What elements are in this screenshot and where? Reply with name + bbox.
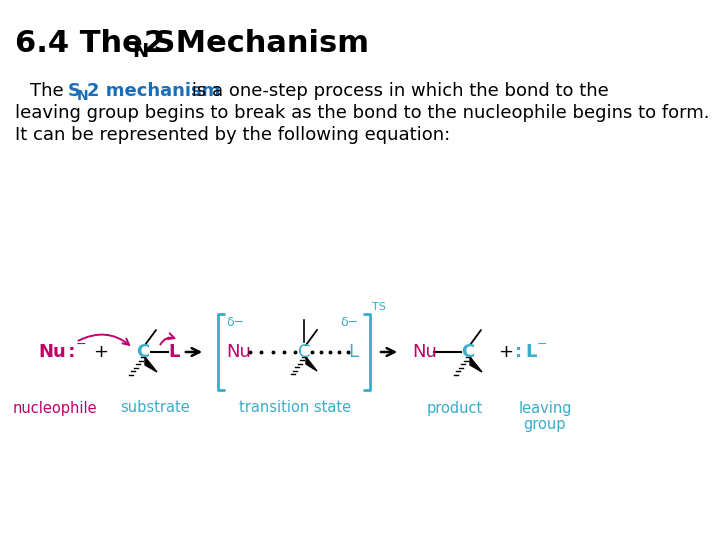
Text: nucleophile: nucleophile [13,401,97,415]
Text: 2 Mechanism: 2 Mechanism [144,29,369,58]
Text: group: group [523,417,566,433]
Text: leaving: leaving [518,401,572,415]
Text: L: L [168,343,179,361]
Text: δ−: δ− [226,315,244,328]
Text: It can be represented by the following equation:: It can be represented by the following e… [15,126,450,144]
Text: N: N [77,89,89,103]
Text: C: C [136,343,150,361]
Text: is a one-step process in which the bond to the: is a one-step process in which the bond … [186,82,608,100]
Polygon shape [306,357,317,371]
Text: The: The [30,82,69,100]
Polygon shape [470,357,482,372]
Text: +: + [93,343,108,361]
Text: S: S [68,82,81,100]
Text: L: L [348,343,358,361]
Text: :: : [62,343,76,361]
Text: +: + [498,343,513,361]
Text: leaving group begins to break as the bond to the nucleophile begins to form.: leaving group begins to break as the bon… [15,104,709,122]
Text: L: L [525,343,536,361]
Text: :: : [515,343,522,361]
Text: δ−: δ− [340,315,358,328]
Text: N: N [132,42,148,61]
Text: 2 mechanism: 2 mechanism [87,82,220,100]
Text: TS: TS [372,302,386,312]
Text: 6.4 The S: 6.4 The S [15,29,176,58]
Text: C: C [298,343,310,361]
Text: product: product [427,401,483,415]
Text: Nu: Nu [412,343,437,361]
Text: Nu: Nu [38,343,66,361]
Text: −: − [76,338,86,350]
Text: transition state: transition state [239,401,351,415]
Text: −: − [537,338,547,350]
FancyArrowPatch shape [161,333,174,345]
Polygon shape [145,357,157,372]
Text: Nu: Nu [226,343,251,361]
Text: substrate: substrate [120,401,190,415]
FancyArrowPatch shape [78,335,129,345]
Text: C: C [462,343,474,361]
